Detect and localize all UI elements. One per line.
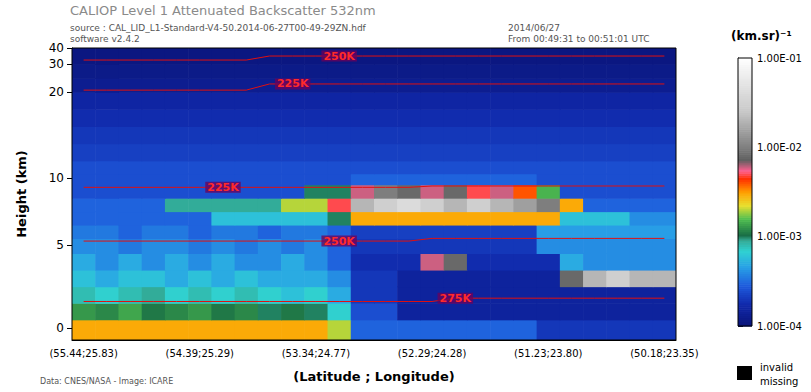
svg-text:CALIOP Level 1 Attenuated Back: CALIOP Level 1 Attenuated Backscatter 53… — [70, 3, 376, 18]
svg-text:software v2.4.2: software v2.4.2 — [70, 34, 140, 44]
svg-text:1.00E-01: 1.00E-01 — [757, 53, 802, 64]
svg-text:2014/06/27: 2014/06/27 — [508, 23, 560, 33]
svg-text:(53.34;24.77): (53.34;24.77) — [282, 348, 351, 359]
svg-text:(51.23;23.80): (51.23;23.80) — [514, 348, 583, 359]
svg-text:(55.44;25.83): (55.44;25.83) — [49, 348, 118, 359]
svg-text:From 00:49:31 to 00:51:01 UTC: From 00:49:31 to 00:51:01 UTC — [508, 34, 649, 44]
svg-text:source : CAL_LID_L1-Standard-V: source : CAL_LID_L1-Standard-V4-50.2014-… — [70, 23, 367, 33]
svg-text:1.00E-02: 1.00E-02 — [757, 142, 802, 153]
svg-text:invalid: invalid — [760, 362, 793, 373]
svg-text:5: 5 — [56, 238, 64, 252]
svg-text:250K: 250K — [323, 50, 355, 63]
svg-text:1.00E-04: 1.00E-04 — [757, 321, 802, 332]
svg-text:250K: 250K — [323, 235, 355, 248]
svg-text:275K: 275K — [440, 292, 472, 305]
svg-text:225K: 225K — [207, 181, 239, 194]
svg-text:1.00E-03: 1.00E-03 — [757, 231, 802, 242]
svg-text:missing: missing — [760, 376, 798, 387]
svg-text:0: 0 — [56, 321, 64, 335]
svg-text:Data: CNES/NASA - Image: ICARE: Data: CNES/NASA - Image: ICARE — [40, 377, 173, 386]
svg-text:(50.18;23.35): (50.18;23.35) — [630, 348, 699, 359]
svg-text:20: 20 — [49, 85, 64, 99]
svg-text:225K: 225K — [277, 77, 309, 90]
svg-text:(Latitude ; Longitude): (Latitude ; Longitude) — [293, 369, 454, 384]
svg-text:(52.29;24.28): (52.29;24.28) — [398, 348, 467, 359]
svg-text:(km.sr)⁻¹: (km.sr)⁻¹ — [731, 29, 792, 43]
svg-text:30: 30 — [49, 57, 64, 71]
svg-text:Height (km): Height (km) — [14, 150, 29, 238]
svg-text:(54.39;25.29): (54.39;25.29) — [166, 348, 235, 359]
svg-text:10: 10 — [49, 171, 64, 185]
svg-text:40: 40 — [49, 41, 64, 55]
